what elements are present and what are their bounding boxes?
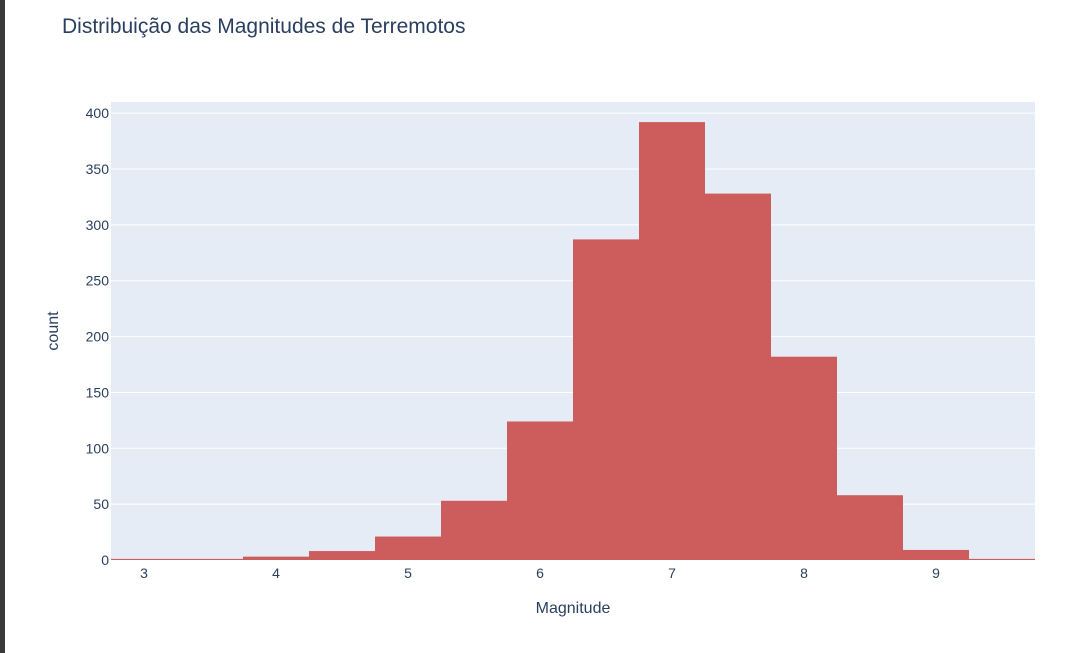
x-tick-label: 4 <box>272 565 280 581</box>
histogram-bar <box>705 193 771 560</box>
histogram-bar <box>441 500 507 560</box>
histogram-bar <box>177 558 243 560</box>
histogram-bar <box>507 421 573 560</box>
window-edge <box>0 0 5 653</box>
y-tick-label: 200 <box>86 329 110 345</box>
histogram-bar <box>309 551 375 560</box>
histogram-bar <box>771 356 837 560</box>
histogram-bar <box>375 536 441 560</box>
x-tick-label: 9 <box>932 565 940 581</box>
x-tick-label: 8 <box>800 565 808 581</box>
x-tick-label: 6 <box>536 565 544 581</box>
x-tick-label: 3 <box>140 565 148 581</box>
histogram-bar <box>639 122 705 561</box>
y-tick-label: 400 <box>86 105 110 121</box>
y-tick-label: 0 <box>101 552 109 568</box>
histogram-bar <box>837 495 903 560</box>
chart-title: Distribuição das Magnitudes de Terremoto… <box>62 15 466 38</box>
histogram-bar <box>969 558 1035 560</box>
y-tick-label: 50 <box>93 496 109 512</box>
y-tick-label: 100 <box>86 440 110 456</box>
x-tick-label: 5 <box>404 565 412 581</box>
y-tick-label: 300 <box>86 217 110 233</box>
x-tick-label: 7 <box>668 565 676 581</box>
histogram-bar <box>243 556 309 560</box>
histogram-bar <box>573 239 639 560</box>
y-tick-label: 150 <box>86 384 110 400</box>
histogram-bar <box>111 558 177 560</box>
histogram-bar <box>903 549 969 560</box>
y-tick-label: 250 <box>86 273 110 289</box>
x-axis-title: Magnitude <box>536 600 611 617</box>
y-tick-label: 350 <box>86 161 110 177</box>
y-axis-title: count <box>45 311 62 351</box>
